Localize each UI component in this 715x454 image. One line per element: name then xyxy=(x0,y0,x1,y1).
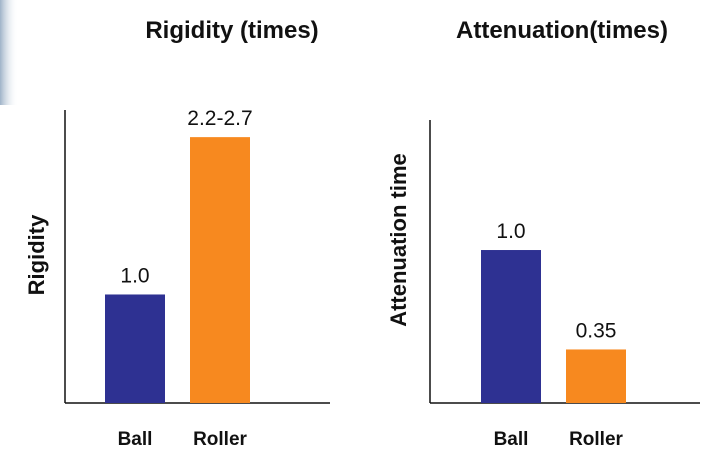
bar xyxy=(190,137,250,403)
value-label: 2.2-2.7 xyxy=(187,107,252,130)
value-label: 0.35 xyxy=(576,319,617,342)
decoration xyxy=(0,0,18,105)
y-axis-label: Attenuation time xyxy=(386,153,411,327)
x-tick-label: Ball xyxy=(118,429,153,450)
value-label: 1.0 xyxy=(496,220,525,243)
x-tick-label: Roller xyxy=(569,429,623,450)
bar xyxy=(105,294,165,403)
x-tick-label: Roller xyxy=(193,429,247,450)
bar xyxy=(566,349,626,403)
chart-title: Rigidity (times) xyxy=(145,17,318,44)
y-axis-label: Rigidity xyxy=(24,214,49,295)
value-label: 1.0 xyxy=(120,264,149,287)
bar xyxy=(481,250,541,403)
chart-title: Attenuation(times) xyxy=(456,17,668,44)
x-tick-label: Ball xyxy=(494,429,529,450)
